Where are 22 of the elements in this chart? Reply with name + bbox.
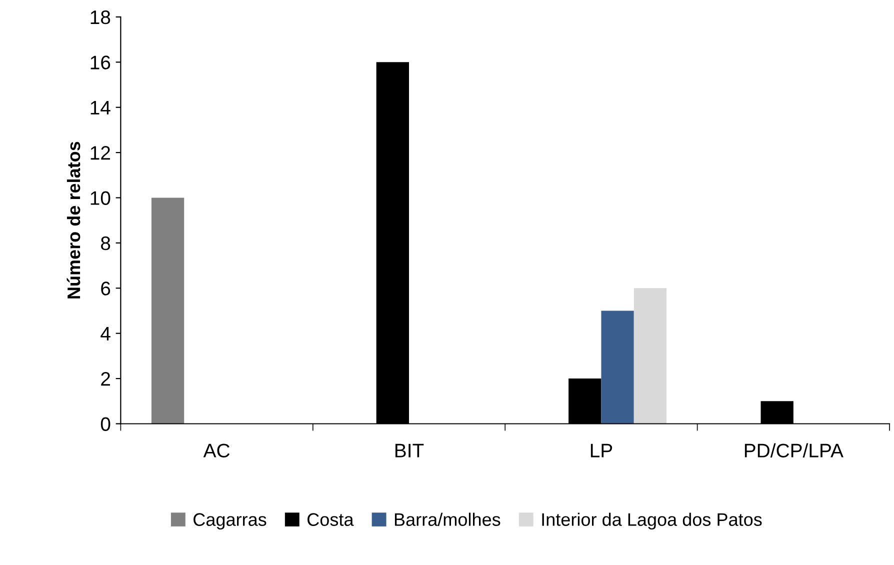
y-tick-label: 6 [101,282,110,296]
y-axis-title: Número de relatos [66,142,80,298]
legend-label: Cagarras [194,513,266,530]
legend-label: Costa [308,513,354,526]
bar [634,288,667,424]
legend-label: Interior da Lagoa dos Patos [542,512,762,530]
x-tick-label: LP [590,444,612,458]
legend-label: Barra/molhes [394,512,500,526]
x-tick-label: BIT [395,444,424,458]
bar [601,310,634,424]
y-tick-label: 16 [90,56,110,70]
y-tick-label: 14 [90,101,110,114]
y-tick-label: 8 [101,236,110,250]
y-tick-label: 2 [101,372,110,386]
y-tick-label: 18 [90,10,110,24]
y-tick-label: 4 [100,327,110,340]
y-tick-label: 12 [90,146,110,160]
x-tick-label: PD/CP/LPA [744,443,844,458]
y-tick-label: 10 [90,191,110,205]
x-tick-label: AC [203,444,230,458]
bar [151,198,184,424]
y-tick-label: 0 [100,417,110,431]
